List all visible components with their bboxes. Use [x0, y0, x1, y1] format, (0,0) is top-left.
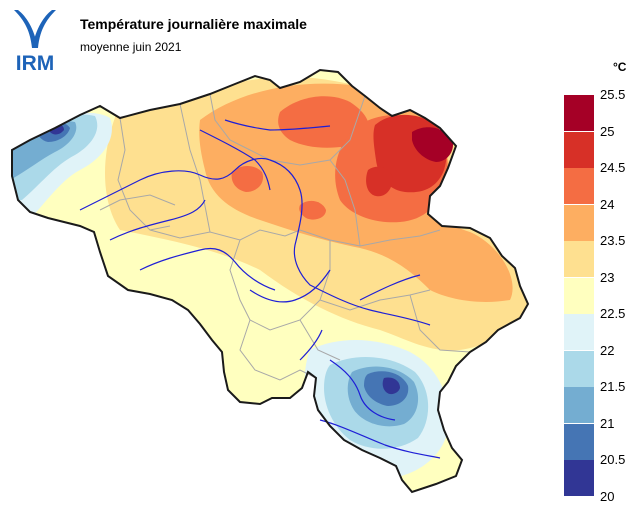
field-23-5-west — [119, 110, 190, 154]
legend-tick-24.5: 24.5 — [600, 160, 626, 175]
legend-swatch-21 — [564, 423, 594, 460]
logo-text: IRM — [15, 52, 55, 75]
map-title: Température journalière maximale — [80, 16, 307, 32]
legend-swatch-25 — [564, 131, 594, 168]
legend-swatch-23 — [564, 277, 594, 314]
field-24-5 — [278, 96, 369, 148]
color-legend: 25.5 25 24.5 24 23.5 23 22.5 22 21.5 21 20.5 20 — [564, 88, 640, 503]
field-20-5-south — [382, 377, 400, 395]
isotherm-fields — [12, 70, 528, 492]
legend-swatch-21.5 — [564, 387, 594, 423]
legend-unit: °C — [613, 60, 627, 74]
legend-tick-21: 21 — [600, 415, 615, 431]
legend-swatch-23.5 — [564, 241, 594, 277]
field-24-5-small — [231, 166, 264, 192]
legend-swatch-24.5 — [564, 168, 594, 204]
legend-tick-21.5: 21.5 — [600, 379, 626, 394]
legend-tick-22: 22 — [600, 342, 615, 358]
irm-logo: IRM — [8, 8, 62, 78]
legend-tick-20.5: 20.5 — [600, 452, 626, 467]
legend-swatch-24 — [564, 204, 594, 241]
field-25-5 — [412, 127, 454, 162]
legend-tick-23: 23 — [600, 269, 615, 285]
legend-tick-23.5: 23.5 — [600, 233, 626, 248]
legend-swatch-25.5 — [564, 95, 594, 131]
map-subtitle: moyenne juin 2021 — [80, 40, 182, 54]
legend-tick-22.5: 22.5 — [600, 306, 626, 321]
legend-tick-24: 24 — [600, 196, 615, 212]
field-25-b — [366, 166, 393, 197]
rivers — [79, 119, 441, 459]
legend-swatch-22 — [564, 350, 594, 387]
legend-tick-25: 25 — [600, 123, 615, 139]
legend-swatch-22.5 — [564, 314, 594, 350]
legend-swatch-20.5 — [564, 460, 594, 496]
country-border — [11, 68, 530, 494]
legend-tick-20: 20 — [600, 488, 615, 504]
legend-tick-25.5: 25.5 — [600, 87, 626, 102]
irm-logo-mark — [14, 10, 56, 48]
field-24-5-small2 — [299, 200, 326, 220]
